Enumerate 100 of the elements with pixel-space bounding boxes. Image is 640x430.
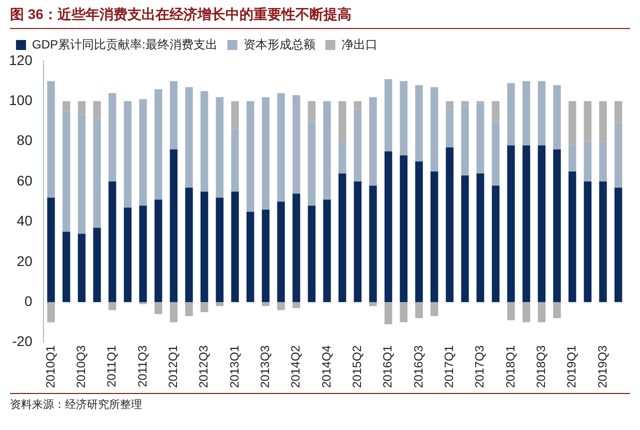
bar: [354, 101, 362, 110]
bar: [292, 194, 300, 302]
bar: [277, 93, 285, 202]
legend-label: 资本形成总额: [243, 37, 316, 52]
bar: [522, 302, 530, 322]
bar: [308, 121, 316, 206]
bar: [62, 111, 70, 232]
bar: [47, 302, 55, 322]
bar: [308, 101, 316, 122]
x-tick-label: 2014Q2: [288, 344, 303, 388]
bar: [292, 302, 300, 308]
bar: [369, 186, 377, 302]
y-tick-label: 0: [24, 292, 33, 309]
bar: [400, 81, 408, 156]
bar: [62, 232, 70, 302]
bar: [400, 302, 408, 322]
bar: [553, 149, 561, 302]
text: 资料来源：经济研究所整理: [10, 393, 630, 412]
bar: [277, 302, 285, 310]
bar: [170, 302, 178, 322]
x-tick-label: 2019Q1: [564, 344, 579, 388]
bar: [400, 155, 408, 302]
bar: [522, 145, 530, 302]
bar: [323, 200, 331, 302]
x-tick-label: 2014Q4: [319, 344, 334, 388]
bar: [185, 188, 193, 302]
bar: [614, 188, 622, 302]
bar: [108, 182, 116, 302]
bar: [154, 89, 162, 200]
bar: [430, 172, 438, 302]
x-tick-label: 2016Q3: [411, 344, 426, 388]
bar: [538, 81, 546, 146]
x-tick-label: 2017Q1: [442, 344, 456, 388]
x-tick-label: 2016Q1: [380, 344, 395, 388]
y-tick-label: 40: [16, 212, 33, 229]
bar: [614, 123, 622, 188]
bar: [78, 115, 86, 234]
bar: [108, 93, 116, 182]
x-tick-label: 2012Q1: [166, 344, 180, 388]
bar: [262, 210, 270, 302]
bar: [430, 87, 438, 172]
bar: [154, 200, 162, 302]
x-tick-label: 2012Q3: [196, 344, 211, 388]
x-tick-label: 2017Q3: [472, 344, 487, 388]
bar: [492, 121, 500, 186]
bar: [415, 161, 423, 302]
x-tick-label: 2015Q2: [350, 344, 364, 388]
bar: [338, 141, 346, 174]
bar: [231, 192, 239, 302]
bar: [415, 85, 423, 162]
bar: [446, 109, 454, 148]
bar: [384, 302, 392, 324]
bar: [446, 147, 454, 302]
bar: [323, 101, 331, 200]
bar: [599, 141, 607, 182]
bar: [476, 174, 484, 302]
y-tick-label: -20: [12, 333, 33, 350]
bar: [568, 172, 576, 302]
bar: [584, 101, 592, 142]
bar: [200, 192, 208, 302]
bar: [93, 101, 101, 120]
bar: [354, 182, 362, 302]
bar: [461, 176, 469, 302]
y-tick-label: 60: [16, 172, 33, 188]
bar: [338, 101, 346, 142]
x-tick-label: 2013Q3: [258, 344, 272, 388]
bar: [262, 97, 270, 210]
x-tick-label: 2010Q1: [43, 344, 58, 388]
bar: [369, 97, 377, 186]
x-tick-label: 2013Q1: [227, 344, 242, 388]
bar: [354, 109, 362, 182]
bar: [507, 83, 515, 146]
bar: [216, 97, 224, 198]
bar: [338, 174, 346, 302]
x-tick-label: 2018Q3: [534, 344, 548, 388]
bar: [185, 302, 193, 316]
bar: [231, 101, 239, 130]
bar: [93, 119, 101, 228]
bar: [154, 302, 162, 314]
bar: [47, 198, 55, 302]
bar: [139, 99, 147, 206]
legend-label: GDP累计同比贡献率:最终消费支出: [32, 37, 218, 52]
bar: [124, 101, 132, 208]
bar: [246, 101, 254, 212]
bar: [246, 212, 254, 302]
x-tick-label: 2019Q3: [595, 344, 610, 388]
bar: [185, 87, 193, 188]
bar: [292, 95, 300, 194]
bar: [553, 302, 561, 318]
bar: [507, 145, 515, 302]
bar: [522, 81, 530, 146]
y-tick-label: 100: [9, 92, 33, 108]
bar: [170, 149, 178, 302]
x-tick-label: 2011Q1: [104, 344, 119, 388]
bar: [200, 302, 208, 312]
y-tick-label: 80: [16, 132, 33, 148]
bar: [568, 145, 576, 172]
bar: [78, 101, 86, 116]
bar: [415, 302, 423, 318]
bar: [139, 206, 147, 302]
